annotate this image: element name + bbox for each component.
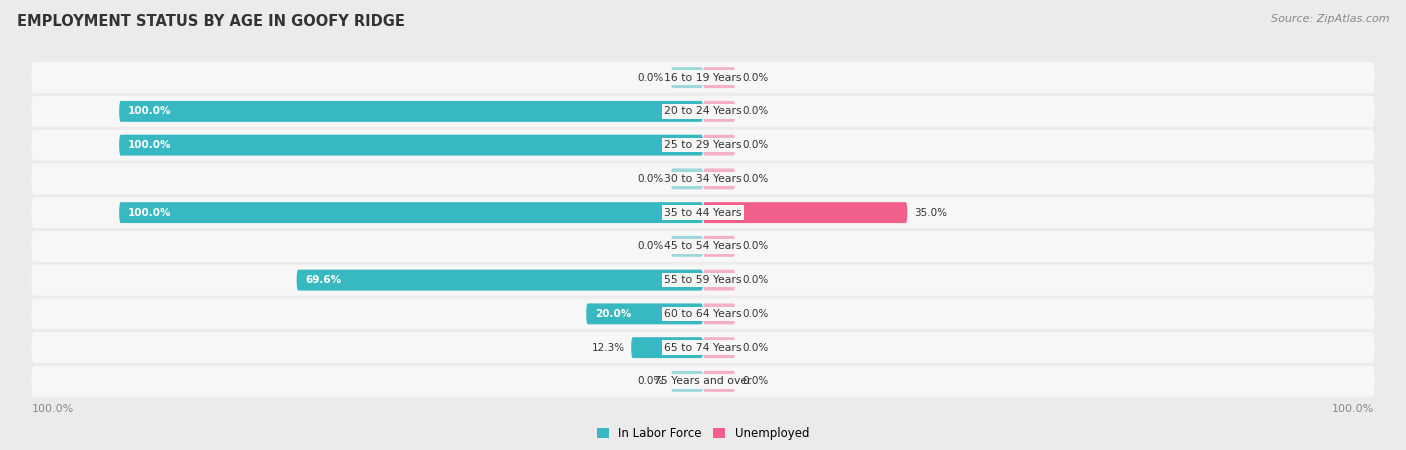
Text: 0.0%: 0.0% xyxy=(638,72,664,83)
Text: 100.0%: 100.0% xyxy=(128,106,172,117)
FancyBboxPatch shape xyxy=(120,135,703,156)
Text: 75 Years and over: 75 Years and over xyxy=(654,376,752,387)
FancyBboxPatch shape xyxy=(703,67,735,88)
Text: 0.0%: 0.0% xyxy=(742,174,768,184)
Text: 65 to 74 Years: 65 to 74 Years xyxy=(664,342,742,353)
FancyBboxPatch shape xyxy=(671,236,703,257)
FancyBboxPatch shape xyxy=(703,135,735,156)
FancyBboxPatch shape xyxy=(703,270,735,291)
FancyBboxPatch shape xyxy=(31,130,1375,161)
Text: 100.0%: 100.0% xyxy=(1331,404,1375,414)
Text: 35 to 44 Years: 35 to 44 Years xyxy=(664,207,742,218)
FancyBboxPatch shape xyxy=(703,303,735,324)
FancyBboxPatch shape xyxy=(671,371,703,392)
FancyBboxPatch shape xyxy=(31,62,1375,93)
FancyBboxPatch shape xyxy=(703,337,735,358)
Text: 0.0%: 0.0% xyxy=(638,174,664,184)
FancyBboxPatch shape xyxy=(703,202,907,223)
Text: 0.0%: 0.0% xyxy=(742,376,768,387)
FancyBboxPatch shape xyxy=(120,101,703,122)
FancyBboxPatch shape xyxy=(703,236,735,257)
Text: 55 to 59 Years: 55 to 59 Years xyxy=(664,275,742,285)
Text: 0.0%: 0.0% xyxy=(742,106,768,117)
Text: 20.0%: 20.0% xyxy=(595,309,631,319)
FancyBboxPatch shape xyxy=(31,96,1375,127)
FancyBboxPatch shape xyxy=(703,168,735,189)
Text: 16 to 19 Years: 16 to 19 Years xyxy=(664,72,742,83)
Text: 0.0%: 0.0% xyxy=(742,72,768,83)
FancyBboxPatch shape xyxy=(703,371,735,392)
Text: 69.6%: 69.6% xyxy=(305,275,342,285)
Text: 12.3%: 12.3% xyxy=(592,342,626,353)
FancyBboxPatch shape xyxy=(31,298,1375,329)
Text: EMPLOYMENT STATUS BY AGE IN GOOFY RIDGE: EMPLOYMENT STATUS BY AGE IN GOOFY RIDGE xyxy=(17,14,405,28)
Text: 100.0%: 100.0% xyxy=(128,207,172,218)
Text: 0.0%: 0.0% xyxy=(638,376,664,387)
FancyBboxPatch shape xyxy=(31,265,1375,296)
FancyBboxPatch shape xyxy=(586,303,703,324)
Text: 100.0%: 100.0% xyxy=(31,404,75,414)
Text: 30 to 34 Years: 30 to 34 Years xyxy=(664,174,742,184)
FancyBboxPatch shape xyxy=(31,231,1375,262)
Legend: In Labor Force, Unemployed: In Labor Force, Unemployed xyxy=(592,422,814,445)
FancyBboxPatch shape xyxy=(120,202,703,223)
Text: 45 to 54 Years: 45 to 54 Years xyxy=(664,241,742,252)
Text: 20 to 24 Years: 20 to 24 Years xyxy=(664,106,742,117)
FancyBboxPatch shape xyxy=(297,270,703,291)
Text: 0.0%: 0.0% xyxy=(638,241,664,252)
FancyBboxPatch shape xyxy=(31,332,1375,363)
FancyBboxPatch shape xyxy=(671,168,703,189)
Text: 25 to 29 Years: 25 to 29 Years xyxy=(664,140,742,150)
Text: 35.0%: 35.0% xyxy=(914,207,948,218)
Text: 0.0%: 0.0% xyxy=(742,140,768,150)
FancyBboxPatch shape xyxy=(31,163,1375,194)
FancyBboxPatch shape xyxy=(31,366,1375,397)
Text: 100.0%: 100.0% xyxy=(128,140,172,150)
FancyBboxPatch shape xyxy=(703,101,735,122)
Text: 60 to 64 Years: 60 to 64 Years xyxy=(664,309,742,319)
FancyBboxPatch shape xyxy=(671,67,703,88)
Text: 0.0%: 0.0% xyxy=(742,309,768,319)
Text: Source: ZipAtlas.com: Source: ZipAtlas.com xyxy=(1271,14,1389,23)
Text: 0.0%: 0.0% xyxy=(742,342,768,353)
FancyBboxPatch shape xyxy=(631,337,703,358)
Text: 0.0%: 0.0% xyxy=(742,275,768,285)
Text: 0.0%: 0.0% xyxy=(742,241,768,252)
FancyBboxPatch shape xyxy=(31,197,1375,228)
